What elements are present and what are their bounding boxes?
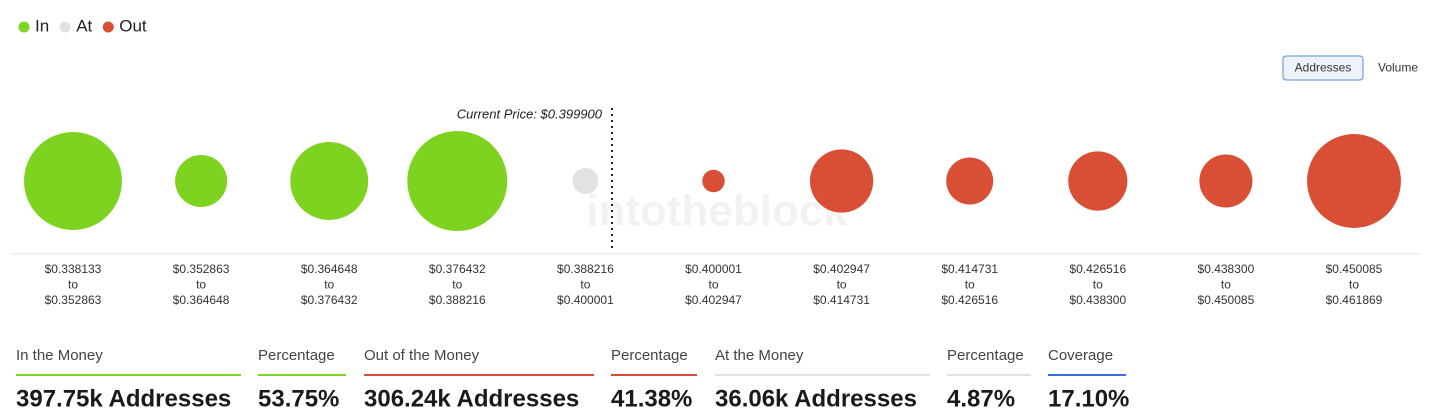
- x-tick-label: $0.352863: [45, 293, 102, 307]
- x-tick-label: $0.426516: [1069, 262, 1126, 276]
- x-tick-label: to: [1349, 278, 1359, 292]
- x-tick-label: $0.402947: [685, 293, 742, 307]
- summary-underline: [16, 374, 241, 376]
- x-tick-label: $0.364648: [301, 262, 358, 276]
- summary-value: 36.06k Addresses: [715, 385, 917, 412]
- legend-marker: [18, 21, 30, 33]
- x-tick-label: $0.400001: [557, 293, 614, 307]
- summary-underline: [715, 374, 930, 376]
- x-tick-label: $0.388216: [429, 293, 486, 307]
- toggle-button[interactable]: [1282, 55, 1364, 81]
- x-tick-label: to: [196, 278, 206, 292]
- summary-value: 397.75k Addresses: [16, 385, 231, 412]
- bubble: [290, 142, 369, 220]
- x-tick-label: $0.376432: [429, 262, 486, 276]
- x-tick-label: $0.438300: [1069, 293, 1126, 307]
- x-tick-label: $0.414731: [813, 293, 870, 307]
- x-tick-label: $0.426516: [941, 293, 998, 307]
- x-tick-label: $0.338133: [45, 262, 102, 276]
- x-tick-label: to: [580, 278, 590, 292]
- summary-label: Percentage: [947, 347, 1024, 364]
- summary-label: Coverage: [1048, 347, 1113, 364]
- toggle-button[interactable]: [1365, 56, 1431, 80]
- summary-label: Percentage: [258, 347, 335, 364]
- bubble: [946, 157, 994, 205]
- x-tick-label: $0.414731: [941, 262, 998, 276]
- bubble: [24, 132, 122, 230]
- x-tick-label: to: [324, 278, 334, 292]
- summary-label: Percentage: [611, 347, 688, 364]
- legend-marker: [59, 21, 71, 33]
- x-tick-label: $0.450085: [1326, 262, 1383, 276]
- legend-label: Out: [119, 16, 147, 35]
- x-tick-label: $0.376432: [301, 293, 358, 307]
- bubble: [809, 149, 874, 213]
- bubble: [572, 167, 599, 195]
- toggle-label[interactable]: Addresses: [1295, 61, 1352, 75]
- bubble: [407, 131, 508, 231]
- x-tick-label: to: [1221, 278, 1231, 292]
- x-tick-label: $0.461869: [1326, 293, 1383, 307]
- summary-value: 17.10%: [1048, 385, 1129, 412]
- legend-label: At: [76, 16, 92, 35]
- summary-underline: [947, 374, 1031, 376]
- x-tick-label: $0.388216: [557, 262, 614, 276]
- current-price-label: Current Price: $0.399900: [457, 106, 603, 121]
- toggle-label[interactable]: Volume: [1378, 61, 1418, 75]
- x-tick-label: $0.402947: [813, 262, 870, 276]
- summary-underline: [1048, 374, 1126, 376]
- summary-value: 41.38%: [611, 385, 692, 412]
- summary-label: Out of the Money: [364, 347, 480, 364]
- legend-marker: [102, 21, 114, 33]
- summary-label: At the Money: [715, 347, 804, 364]
- watermark: intotheblock: [586, 187, 848, 236]
- x-tick-label: $0.400001: [685, 262, 742, 276]
- bubble: [175, 154, 228, 208]
- x-tick-label: $0.438300: [1198, 262, 1255, 276]
- x-tick-label: to: [452, 278, 462, 292]
- x-tick-label: $0.352863: [173, 262, 230, 276]
- x-tick-label: to: [708, 278, 718, 292]
- x-tick-label: $0.450085: [1198, 293, 1255, 307]
- x-tick-label: to: [837, 278, 847, 292]
- legend-label: In: [35, 16, 49, 35]
- summary-underline: [364, 374, 594, 376]
- summary-value: 4.87%: [947, 385, 1015, 412]
- x-tick-label: to: [1093, 278, 1103, 292]
- summary-underline: [611, 374, 697, 376]
- summary-label: In the Money: [16, 347, 103, 364]
- bubble: [1068, 151, 1128, 211]
- summary-value: 306.24k Addresses: [364, 385, 579, 412]
- x-tick-label: to: [68, 278, 78, 292]
- summary-value: 53.75%: [258, 385, 339, 412]
- bubble: [702, 169, 725, 193]
- x-tick-label: to: [965, 278, 975, 292]
- summary-underline: [258, 374, 346, 376]
- bubble: [1199, 154, 1253, 208]
- x-tick-label: $0.364648: [173, 293, 230, 307]
- bubble: [1307, 134, 1401, 228]
